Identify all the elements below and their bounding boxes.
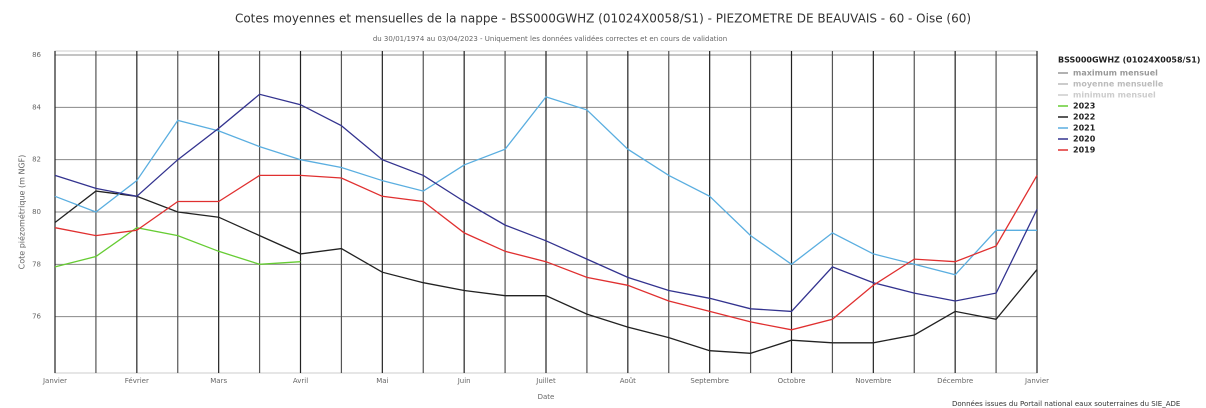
source-note: Données issues du Portail national eaux … [952,400,1180,408]
x-tick-label: Décembre [937,377,973,385]
x-tick-label: Février [125,377,149,385]
x-tick-label: Mars [210,377,227,385]
legend-label: moyenne mensuelle [1073,80,1164,89]
legend-title: BSS000GWHZ (01024X0058/S1) [1058,56,1200,65]
legend-label: 2023 [1073,102,1095,111]
y-tick-label: 84 [32,103,41,111]
x-tick-label: Novembre [855,377,891,385]
x-tick-label: Octobre [778,377,806,385]
series-line [54,190,1038,354]
legend-label: 2020 [1073,135,1096,144]
legend-label: maximum mensuel [1073,69,1158,78]
legend-label: minimum mensuel [1073,91,1156,100]
chart-title: Cotes moyennes et mensuelles de la nappe… [235,12,971,26]
x-axis-label: Date [538,393,555,401]
x-tick-label: Janvier [1024,377,1049,385]
legend-label: 2022 [1073,113,1095,122]
x-tick-label: Mai [376,377,388,385]
series-line [54,93,1038,313]
x-tick-label: Août [620,377,636,385]
series-line [54,96,1037,276]
chart-subtitle: du 30/01/1974 au 03/04/2023 - Uniquement… [373,35,727,43]
x-tick-label: Septembre [690,377,729,385]
x-tick-label: Avril [293,377,308,385]
x-tick-label: Janvier [42,377,67,385]
y-tick-label: 76 [32,313,41,321]
series-line [54,174,1038,331]
y-tick-label: 82 [32,156,41,164]
series-line [54,227,301,268]
y-axis-label: Cote piézométrique (m NGF) [17,155,27,270]
x-tick-label: Juillet [535,377,556,385]
legend-label: 2021 [1073,124,1096,133]
legend-label: 2019 [1073,146,1096,155]
y-tick-label: 78 [32,260,41,268]
x-tick-label: Juin [457,377,471,385]
y-tick-label: 86 [32,51,41,59]
y-tick-label: 80 [32,208,41,216]
